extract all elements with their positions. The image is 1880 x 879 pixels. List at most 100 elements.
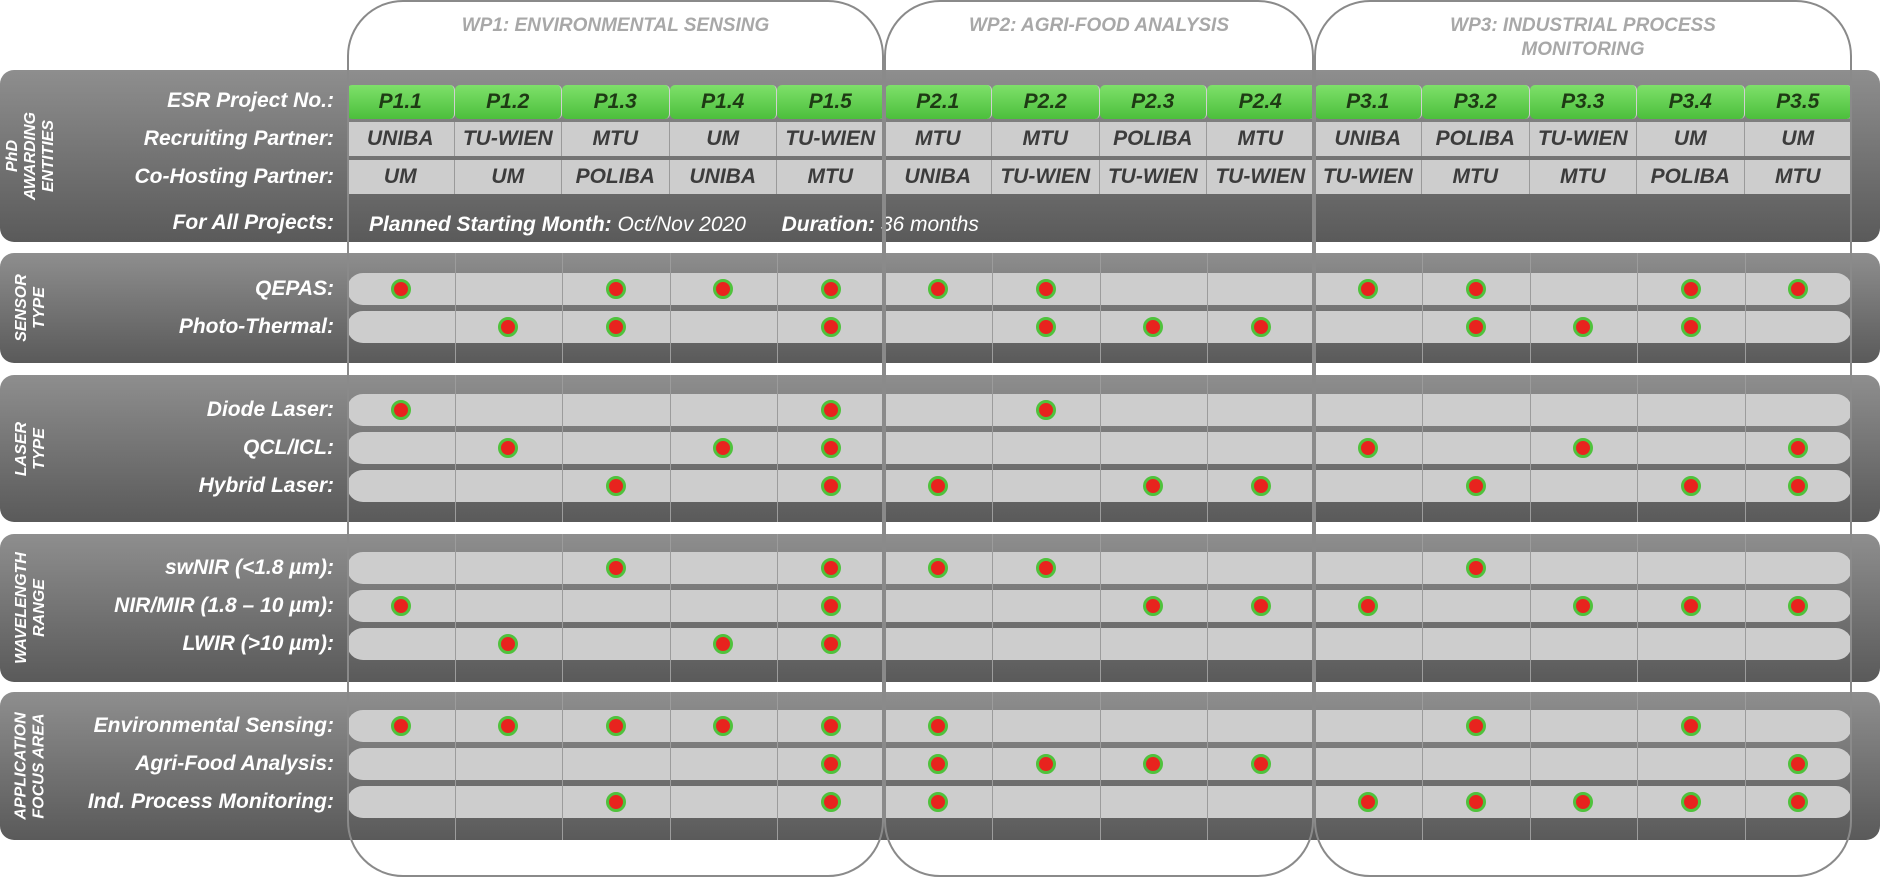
cohosting-cell-12: POLIBA: [1637, 160, 1745, 194]
mark-dot: [1465, 792, 1486, 812]
mark-dot: [605, 476, 626, 496]
project-cell-13: P3.5: [1744, 85, 1852, 119]
mark-dot: [1788, 754, 1809, 774]
row-label: Agri-Food Analysis:: [135, 752, 334, 775]
mark-dot: [1573, 596, 1594, 616]
mark-dot: [605, 279, 626, 299]
row-label: Ind. Process Monitoring:: [87, 790, 334, 813]
column-divider: [1099, 253, 1101, 363]
project-cell-1: P1.2: [454, 85, 562, 119]
project-cell-3: P1.4: [669, 85, 777, 119]
mark-dot: [1573, 438, 1594, 458]
project-number-row: P1.1 P1.2 P1.3 P1.4 P1.5 P2.1 P2.2 P2.3 P2.4 P3.1…: [347, 85, 1852, 119]
recruiting-cell-13: UM: [1744, 122, 1852, 156]
row-label: NIR/MIR (1.8 – 10 µm):: [114, 594, 334, 617]
cohosting-cell-10: MTU: [1422, 160, 1530, 194]
column-divider: [777, 375, 778, 522]
mark-dot: [1465, 716, 1486, 736]
mark-dot: [1358, 279, 1379, 299]
mark-dot: [1143, 754, 1164, 774]
row-label: LWIR (>10 µm):: [182, 632, 334, 655]
recruiting-cell-9: UNIBA: [1314, 122, 1422, 156]
mark-dot: [928, 754, 949, 774]
mark-dot: [390, 279, 411, 299]
row-label: swNIR (<1.8 µm):: [164, 556, 334, 579]
mark-dot: [713, 279, 734, 299]
project-cell-0: P1.1: [347, 85, 455, 119]
column-divider: [1422, 253, 1423, 363]
mark-dot: [820, 279, 841, 299]
mark-dot: [605, 792, 626, 812]
row-label: Photo-Thermal:: [178, 315, 334, 338]
section-label: WAVELENGTH RANGE: [13, 552, 49, 664]
section-panel: [0, 253, 1880, 363]
all-projects-info: Planned Starting Month: Oct/Nov 2020 Dur…: [369, 210, 979, 240]
start-label: Planned Starting Month:: [369, 213, 612, 236]
recruiting-partner-row: UNIBA TU-WIEN MTU UM TU-WIEN MTU MTU POLIBA MTU U…: [347, 122, 1852, 156]
cohosting-row-label: Co-Hosting Partner:: [134, 165, 335, 188]
project-cell-7: P2.3: [1099, 85, 1207, 119]
column-divider: [1099, 375, 1101, 522]
mark-dot: [1358, 596, 1379, 616]
mark-dot: [1250, 476, 1271, 496]
mark-dot: [1143, 596, 1164, 616]
mark-dot: [820, 634, 841, 654]
column-divider: [992, 375, 993, 522]
column-divider: [1099, 534, 1101, 682]
column-divider: [1529, 692, 1531, 840]
column-divider: [669, 253, 671, 363]
mark-dot: [1035, 400, 1056, 420]
mark-dot: [605, 317, 626, 337]
column-divider: [777, 534, 778, 682]
mark-dot: [928, 476, 949, 496]
row-label: Environmental Sensing:: [93, 714, 334, 737]
recruiting-cell-12: UM: [1637, 122, 1745, 156]
row-label: QCL/ICL:: [243, 436, 334, 459]
mark-dot: [390, 400, 411, 420]
mark-dot: [713, 716, 734, 736]
mark-dot: [498, 634, 519, 654]
project-row-label: ESR Project No.:: [167, 89, 334, 112]
column-divider: [454, 253, 456, 363]
column-divider: [1529, 534, 1531, 682]
mark-dot: [928, 716, 949, 736]
column-divider: [777, 692, 778, 840]
column-divider: [992, 534, 993, 682]
mark-dot: [1035, 279, 1056, 299]
start-value: Oct/Nov 2020: [617, 213, 746, 236]
mark-dot: [1465, 476, 1486, 496]
row-label: Diode Laser:: [206, 398, 334, 421]
column-divider: [669, 692, 671, 840]
recruiting-cell-11: TU-WIEN: [1529, 122, 1637, 156]
column-divider: [1744, 253, 1746, 363]
mark-dot: [820, 716, 841, 736]
recruiting-cell-10: POLIBA: [1422, 122, 1530, 156]
column-divider: [562, 534, 563, 682]
recruiting-cell-5: MTU: [884, 122, 992, 156]
project-cell-8: P2.4: [1207, 85, 1315, 119]
project-cell-5: P2.1: [884, 85, 992, 119]
column-divider: [1099, 692, 1101, 840]
duration-value: 36 months: [880, 213, 979, 236]
cohosting-partner-row: UM UM POLIBA UNIBA MTU UNIBA TU-WIEN TU-WIEN TU-…: [347, 160, 1852, 194]
mark-dot: [390, 716, 411, 736]
project-cell-6: P2.2: [992, 85, 1100, 119]
mark-dot: [1788, 279, 1809, 299]
column-divider: [777, 253, 778, 363]
mark-dot: [928, 279, 949, 299]
wp3-title: WP3: INDUSTRIAL PROCESS MONITORING: [1450, 15, 1716, 60]
column-divider: [1422, 375, 1423, 522]
mark-dot: [820, 400, 841, 420]
wp1-title: WP1: ENVIRONMENTAL SENSING: [461, 15, 770, 36]
mark-dot: [1250, 317, 1271, 337]
mark-dot: [1573, 317, 1594, 337]
mark-dot: [1465, 279, 1486, 299]
mark-dot: [1358, 792, 1379, 812]
column-divider: [1207, 253, 1208, 363]
mark-dot: [1465, 317, 1486, 337]
column-divider: [562, 692, 563, 840]
phd-section-label: PhD AWARDING ENTITIES: [4, 112, 57, 200]
column-divider: [669, 375, 671, 522]
column-divider: [1637, 692, 1638, 840]
mark-dot: [820, 558, 841, 578]
